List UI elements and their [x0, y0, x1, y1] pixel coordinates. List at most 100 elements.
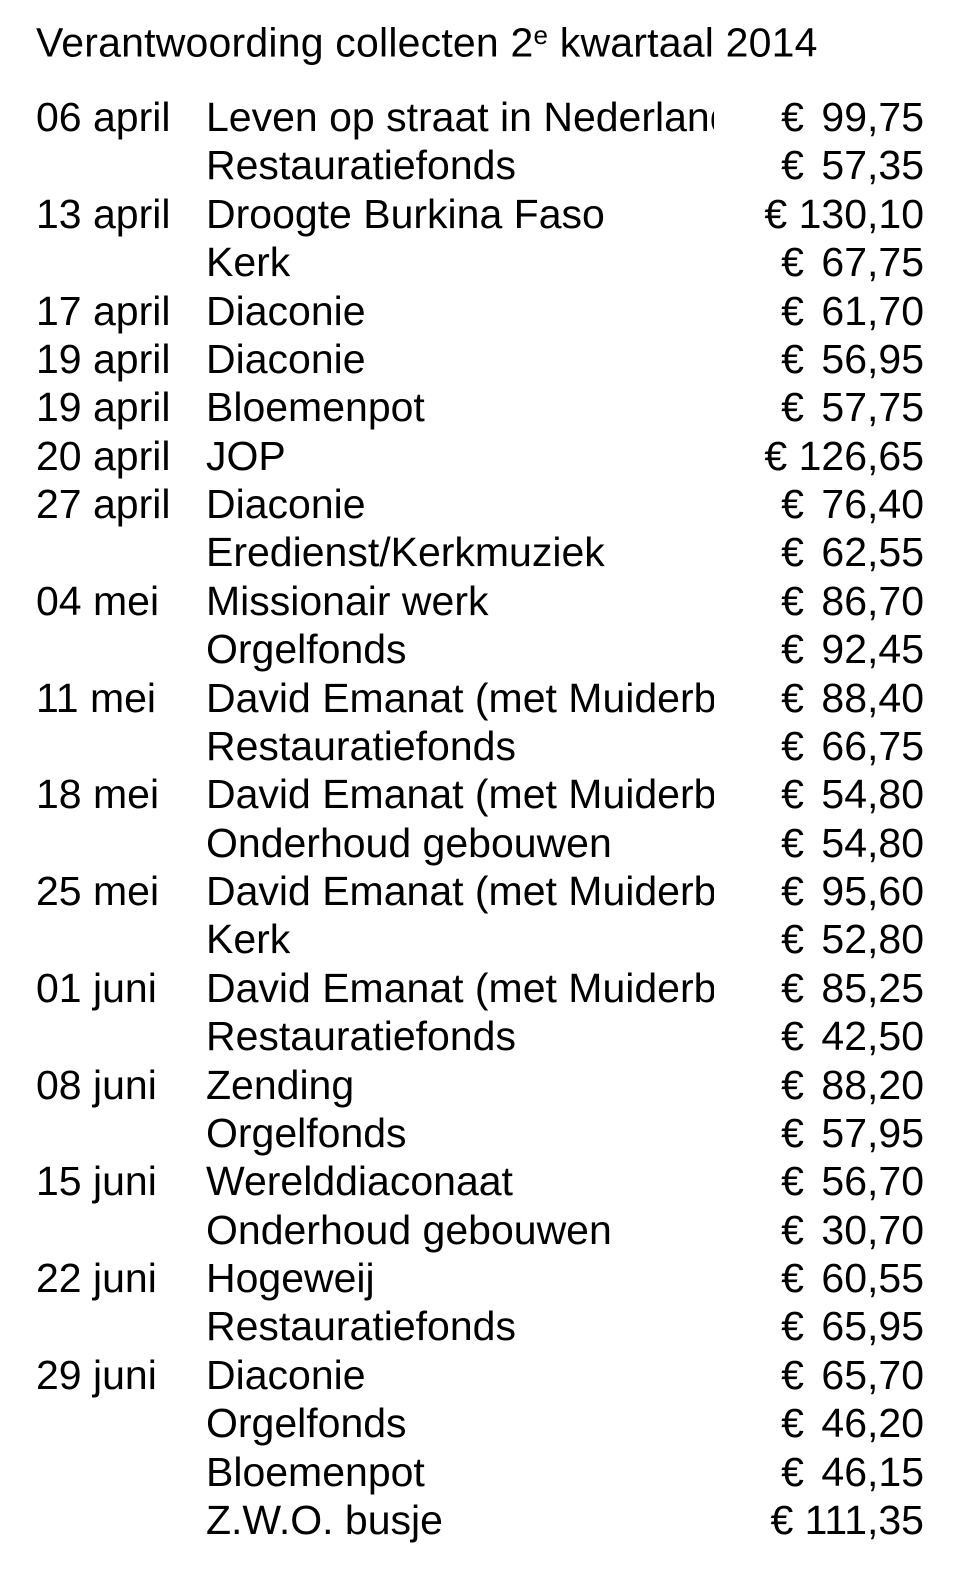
row-amount: € 56,95 [714, 335, 924, 383]
amount-value: 52,80 [821, 916, 924, 962]
table-row: 18 meiDavid Emanat (met Muiderberg)€ 54,… [36, 770, 924, 818]
euro-sign: € [781, 1109, 804, 1157]
euro-sign: € [781, 528, 804, 576]
amount-value: 85,25 [821, 965, 924, 1011]
euro-sign: € [781, 141, 804, 189]
table-row: Kerk € 67,75 [36, 238, 924, 286]
euro-sign: € [781, 674, 804, 722]
amount-value: 30,70 [821, 1207, 924, 1253]
table-row: 17 aprilDiaconie€ 61,70 [36, 287, 924, 335]
collection-table: 06 aprilLeven op straat in Nederland € 99… [36, 93, 924, 1544]
row-description: David Emanat (met Muiderberg) [206, 770, 714, 818]
row-amount: € 61,70 [714, 287, 924, 335]
euro-sign: € [764, 190, 787, 238]
table-row: Kerk€ 52,80 [36, 915, 924, 963]
table-row: Onderhoud gebouwen€ 54,80 [36, 819, 924, 867]
euro-sign: € [781, 287, 804, 335]
row-amount: € 46,20 [714, 1399, 924, 1447]
euro-sign: € [781, 335, 804, 383]
row-description: Hogeweij [206, 1254, 714, 1302]
row-description: Bloemenpot [206, 383, 714, 431]
amount-value: 42,50 [821, 1013, 924, 1059]
row-date: 17 april [36, 287, 206, 335]
euro-sign: € [781, 964, 804, 1012]
table-row: 29 juniDiaconie€ 65,70 [36, 1351, 924, 1399]
table-row: 19 aprilDiaconie€ 56,95 [36, 335, 924, 383]
amount-value: 92,45 [821, 626, 924, 672]
amount-value: 46,20 [821, 1400, 924, 1446]
row-amount: € 66,75 [714, 722, 924, 770]
row-description: Onderhoud gebouwen [206, 819, 714, 867]
table-row: 20 aprilJOP€ 126,65 [36, 432, 924, 480]
row-date: 22 juni [36, 1254, 206, 1302]
row-description: Restauratiefonds [206, 1302, 714, 1350]
row-description: David Emanat (met Muiderberg) [206, 867, 714, 915]
table-row: 08 juniZending€ 88,20 [36, 1061, 924, 1109]
amount-value: 76,40 [821, 481, 924, 527]
amount-value: 65,70 [821, 1352, 924, 1398]
euro-sign: € [781, 1061, 804, 1109]
row-amount: € 88,20 [714, 1061, 924, 1109]
row-amount: € 57,75 [714, 383, 924, 431]
row-description: Kerk [206, 915, 714, 963]
row-date: 13 april [36, 190, 206, 238]
table-row: Onderhoud gebouwen€ 30,70 [36, 1206, 924, 1254]
euro-sign: € [781, 625, 804, 673]
row-date: 18 mei [36, 770, 206, 818]
euro-sign: € [781, 1448, 804, 1496]
row-date: 15 juni [36, 1157, 206, 1205]
table-row: 19 aprilBloemenpot€ 57,75 [36, 383, 924, 431]
row-amount: € 62,55 [714, 528, 924, 576]
table-row: Orgelfonds € 92,45 [36, 625, 924, 673]
page-title: Verantwoording collecten 2e kwartaal 201… [36, 18, 924, 67]
row-amount: € 57,35 [714, 141, 924, 189]
euro-sign: € [781, 819, 804, 867]
table-row: Eredienst/Kerkmuziek€ 62,55 [36, 528, 924, 576]
title-suffix: kwartaal 2014 [548, 20, 817, 66]
euro-sign: € [781, 915, 804, 963]
row-date: 01 juni [36, 964, 206, 1012]
amount-value: 99,75 [821, 94, 924, 140]
row-amount: € 54,80 [714, 770, 924, 818]
row-date: 11 mei [36, 674, 206, 722]
table-row: Restauratiefonds€ 57,35 [36, 141, 924, 189]
euro-sign: € [781, 1157, 804, 1205]
row-description: Leven op straat in Nederland [206, 93, 714, 141]
amount-value: 126,65 [799, 433, 924, 479]
row-description: Diaconie [206, 480, 714, 528]
table-row: 15 juniWerelddiaconaat€ 56,70 [36, 1157, 924, 1205]
row-description: Restauratiefonds [206, 141, 714, 189]
amount-value: 61,70 [821, 288, 924, 334]
euro-sign: € [781, 577, 804, 625]
amount-value: 65,95 [821, 1303, 924, 1349]
row-description: Orgelfonds [206, 1109, 714, 1157]
row-date: 06 april [36, 93, 206, 141]
row-description: Onderhoud gebouwen [206, 1206, 714, 1254]
row-amount: € 52,80 [714, 915, 924, 963]
row-description: Z.W.O. busje [206, 1496, 714, 1544]
amount-value: 67,75 [821, 239, 924, 285]
row-amount: € 46,15 [714, 1448, 924, 1496]
row-description: Diaconie [206, 287, 714, 335]
row-date: 27 april [36, 480, 206, 528]
amount-value: 88,40 [821, 675, 924, 721]
table-row: 13 aprilDroogte Burkina Faso€ 130,10 [36, 190, 924, 238]
row-date: 25 mei [36, 867, 206, 915]
document-page: Verantwoording collecten 2e kwartaal 201… [0, 0, 960, 1584]
row-description: Zending [206, 1061, 714, 1109]
row-amount: € 76,40 [714, 480, 924, 528]
row-date: 19 april [36, 335, 206, 383]
euro-sign: € [781, 1254, 804, 1302]
row-amount: € 111,35 [714, 1496, 924, 1544]
row-date: 29 juni [36, 1351, 206, 1399]
amount-value: 57,35 [821, 142, 924, 188]
euro-sign: € [781, 238, 804, 286]
amount-value: 46,15 [821, 1449, 924, 1495]
row-description: Orgelfonds [206, 625, 714, 673]
row-description: JOP [206, 432, 714, 480]
table-row: Restauratiefonds€ 42,50 [36, 1012, 924, 1060]
row-amount: € 85,25 [714, 964, 924, 1012]
row-date: 04 mei [36, 577, 206, 625]
row-description: Kerk [206, 238, 714, 286]
euro-sign: € [764, 432, 787, 480]
